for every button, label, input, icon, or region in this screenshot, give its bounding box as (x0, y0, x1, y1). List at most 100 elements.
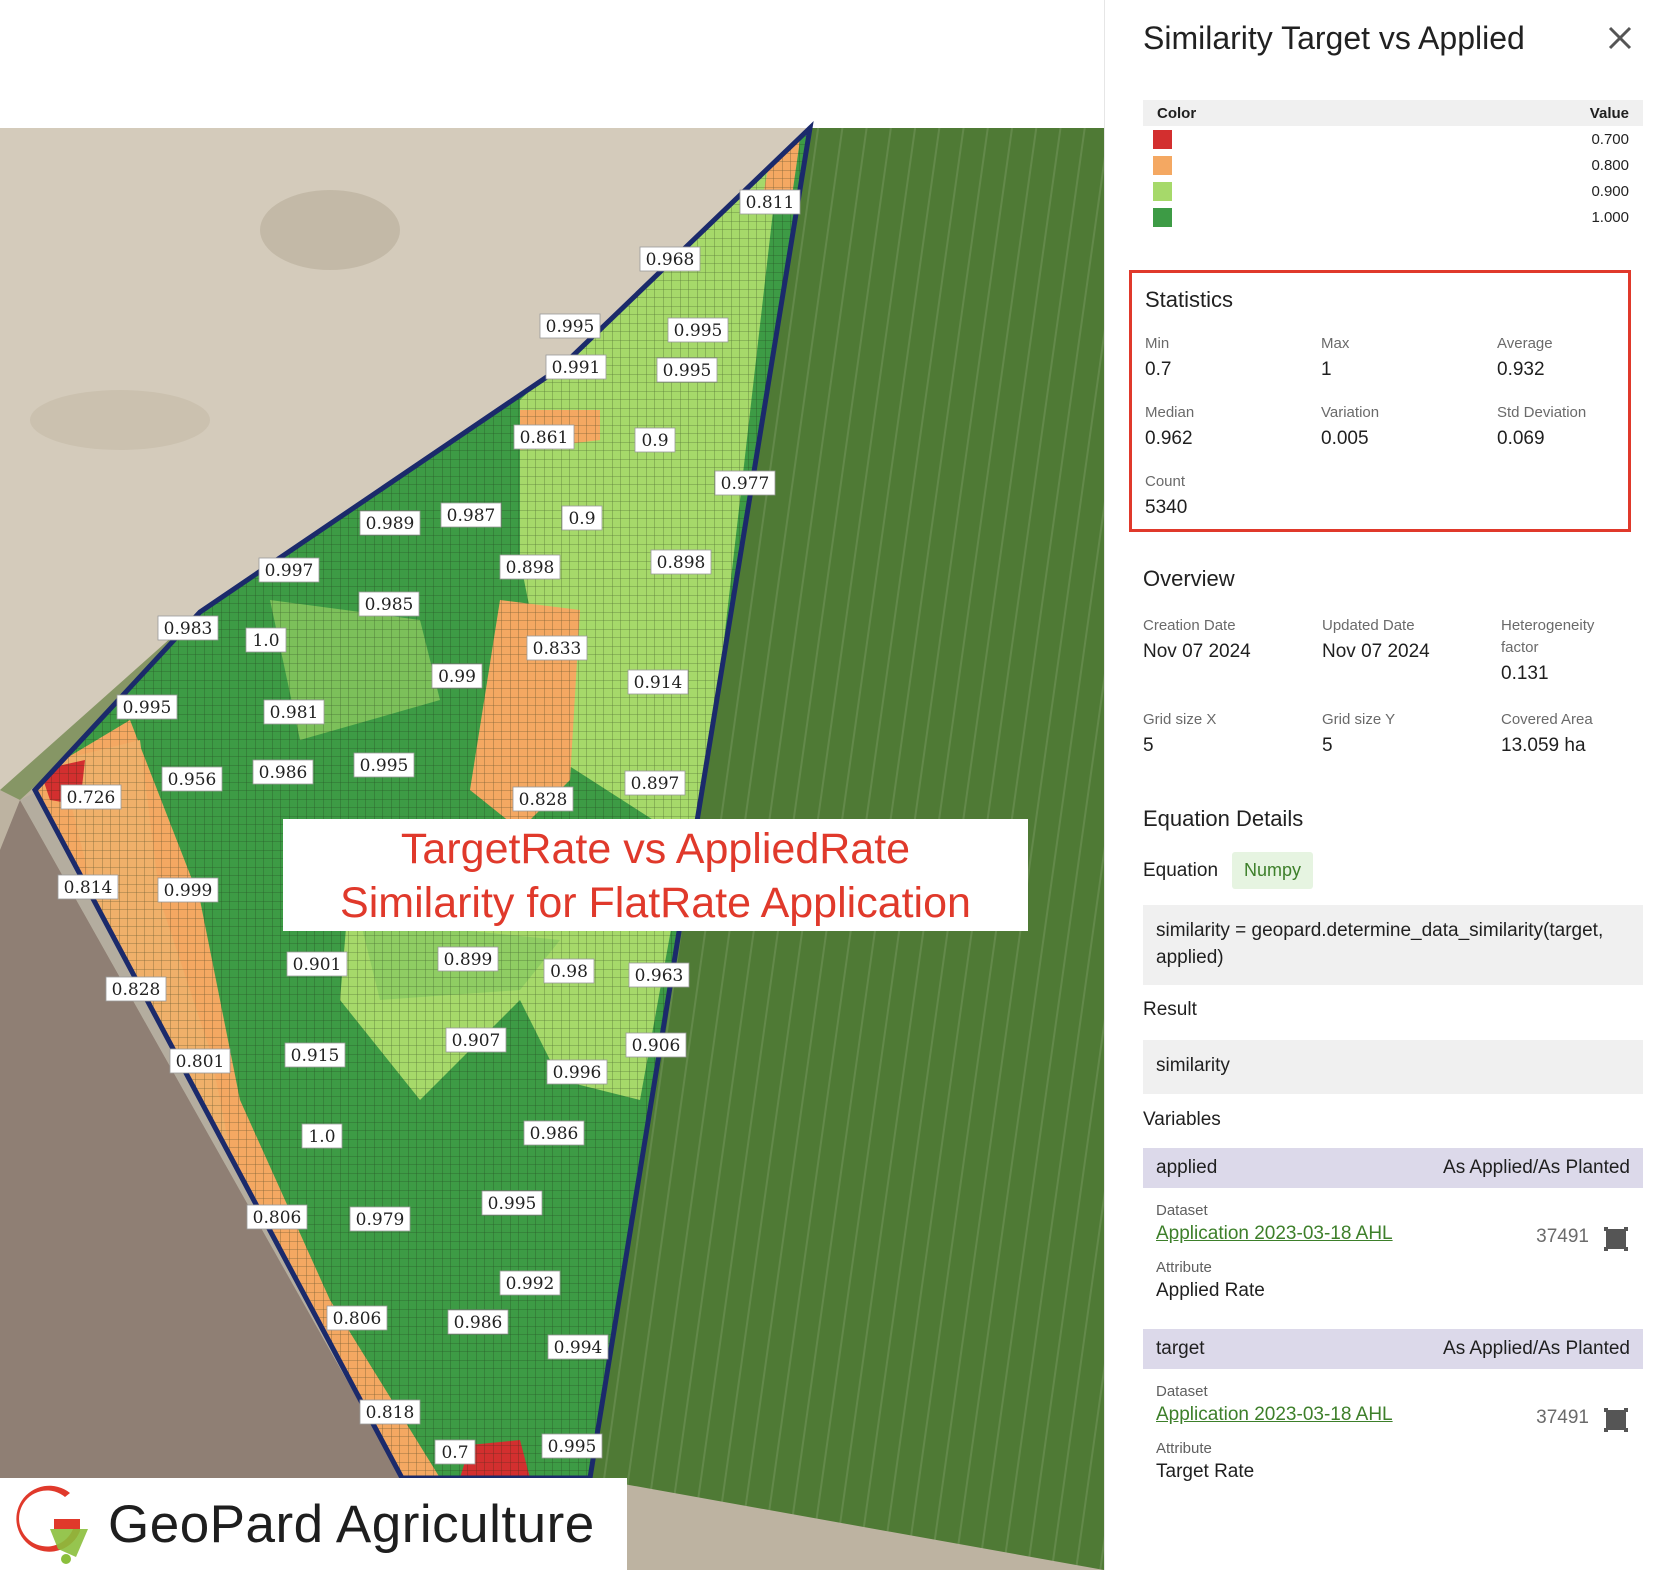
legend-swatch (1153, 155, 1172, 175)
grid-value-label-text: 1.0 (308, 1127, 335, 1147)
equation-type-chip[interactable]: Numpy (1232, 852, 1314, 889)
stat-average-label: Average (1497, 335, 1553, 352)
dataset-link[interactable]: Application 2023-03-18 AHL (1156, 1404, 1393, 1425)
stat-max-label: Max (1321, 335, 1350, 352)
grid-value-label-text: 0.806 (333, 1309, 382, 1329)
legend-row: 1.000 (1143, 204, 1643, 230)
stat-variation: Variation 0.005 (1321, 402, 1496, 450)
grid-value-label-text: 0.907 (452, 1031, 501, 1051)
map-caption: TargetRate vs AppliedRate Similarity for… (283, 819, 1028, 931)
grid-value-label-text: 0.814 (64, 878, 113, 898)
stat-median-value: 0.962 (1145, 428, 1193, 449)
grid-value-label-text: 0.995 (546, 317, 595, 337)
grid-value-label: 0.726 (60, 784, 122, 810)
legend-color-header: Color (1157, 104, 1197, 122)
close-icon[interactable] (1604, 22, 1636, 54)
caption-line-1: TargetRate vs AppliedRate (400, 825, 911, 873)
grid-value-label: 0.98 (543, 958, 595, 984)
grid-value-label: 0.986 (447, 1309, 509, 1335)
grid-value-label-text: 0.956 (168, 770, 217, 790)
quarry-area (0, 128, 810, 790)
heterogeneity-value: 0.131 (1501, 663, 1549, 684)
grid-value-label: 0.806 (246, 1204, 308, 1230)
grid-value-label: 0.992 (499, 1270, 561, 1296)
grid-value-label-text: 0.818 (366, 1403, 415, 1423)
overview-heterogeneity: Heterogeneity factor 0.131 (1501, 615, 1631, 685)
updated-date-label: Updated Date (1322, 617, 1415, 634)
grid-value-label: 0.828 (105, 976, 167, 1002)
grid-value-label: 0.991 (545, 354, 607, 380)
stat-min-value: 0.7 (1145, 359, 1172, 380)
grid-value-label-text: 0.9 (568, 509, 595, 529)
grid-value-label-text: 0.801 (176, 1052, 225, 1072)
legend-value: 0.800 (1591, 156, 1629, 174)
legend-rows: 0.700 0.800 0.900 1.000 (1143, 126, 1643, 230)
dataset-count: 37491 (1536, 1226, 1589, 1247)
grid-value-label: 0.901 (286, 951, 348, 977)
grid-value-label-text: 0.989 (366, 514, 415, 534)
grid-value-label: 0.995 (667, 317, 729, 343)
result-label: Result (1143, 999, 1197, 1020)
covered-area-value: 13.059 ha (1501, 735, 1586, 756)
grid-value-label-text: 0.968 (646, 250, 695, 270)
grid-value-label: 0.979 (349, 1206, 411, 1232)
caption-line-2: Similarity for FlatRate Application (340, 879, 971, 927)
attribute-label: Attribute (1156, 1259, 1212, 1276)
dataset-count: 37491 (1536, 1407, 1589, 1428)
grid-value-label: 0.995 (353, 752, 415, 778)
dataset-link[interactable]: Application 2023-03-18 AHL (1156, 1223, 1393, 1244)
grid-value-labels: 0.811 0.968 0.995 0.995 0.991 0.995 0.861 0.9 0.… (57, 189, 801, 1465)
brand-watermark: GeoPard Agriculture (0, 1478, 627, 1570)
dataset-map-icon[interactable] (1603, 1407, 1629, 1433)
grid-value-label-text: 0.828 (112, 980, 161, 1000)
overview-updated-date: Updated Date Nov 07 2024 (1322, 615, 1497, 663)
variable-applied-header: applied As Applied/As Planted (1143, 1148, 1643, 1188)
grid-value-label: 0.915 (284, 1042, 346, 1068)
grid-value-label: 0.898 (499, 554, 561, 580)
variable-type: As Applied/As Planted (1443, 1157, 1630, 1178)
dataset-map-icon[interactable] (1603, 1226, 1629, 1252)
grid-value-label: 0.997 (258, 557, 320, 583)
equation-code: similarity = geopard.determine_data_simi… (1143, 905, 1643, 985)
grid-value-label-text: 0.999 (164, 881, 213, 901)
grid-value-label: 0.981 (263, 699, 325, 725)
stat-count-label: Count (1145, 473, 1186, 490)
map-view[interactable]: 0.811 0.968 0.995 0.995 0.991 0.995 0.861 0.9 0.… (0, 0, 1104, 1570)
covered-area-label: Covered Area (1501, 711, 1593, 728)
grid-value-label: 0.99 (431, 663, 483, 689)
grid-value-label-text: 0.98 (550, 962, 588, 982)
stat-std-value: 0.069 (1497, 428, 1545, 449)
grid-value-label-text: 0.995 (674, 321, 723, 341)
map-canvas[interactable]: 0.811 0.968 0.995 0.995 0.991 0.995 0.861 0.9 0.… (0, 0, 1104, 1570)
dataset-label: Dataset (1156, 1383, 1208, 1400)
overview-grid-x: Grid size X 5 (1143, 709, 1318, 757)
stat-std-deviation: Std Deviation 0.069 (1497, 402, 1662, 450)
grid-value-label-text: 0.897 (631, 774, 680, 794)
grid-value-label: 0.983 (157, 615, 219, 641)
grid-value-label-text: 0.9 (641, 431, 668, 451)
grid-value-label-text: 0.898 (506, 558, 555, 578)
creation-date-label: Creation Date (1143, 617, 1236, 634)
grid-value-label-text: 0.992 (506, 1274, 555, 1294)
grid-value-label-text: 0.806 (253, 1208, 302, 1228)
equation-details-title: Equation Details (1143, 806, 1304, 831)
legend-header: Color Value (1143, 100, 1643, 126)
grid-value-label: 0.907 (445, 1027, 507, 1053)
grid-value-label-text: 0.995 (663, 361, 712, 381)
overview-grid-y: Grid size Y 5 (1322, 709, 1497, 757)
legend-row: 0.700 (1143, 126, 1643, 152)
stat-std-label: Std Deviation (1497, 404, 1587, 421)
brown-field (0, 800, 402, 1478)
grid-value-label: 0.968 (639, 246, 701, 272)
grid-value-label: 0.995 (541, 1433, 603, 1459)
legend-row: 0.900 (1143, 178, 1643, 204)
grid-x-value: 5 (1143, 735, 1154, 756)
variable-target-header: target As Applied/As Planted (1143, 1329, 1643, 1369)
grid-value-label: 0.818 (359, 1399, 421, 1425)
grid-value-label: 0.828 (512, 786, 574, 812)
equation-label: Equation (1143, 859, 1219, 881)
stat-max-value: 1 (1321, 359, 1332, 380)
grid-value-label-text: 0.987 (447, 506, 496, 526)
stat-variation-label: Variation (1321, 404, 1380, 421)
variable-name: target (1156, 1338, 1205, 1359)
